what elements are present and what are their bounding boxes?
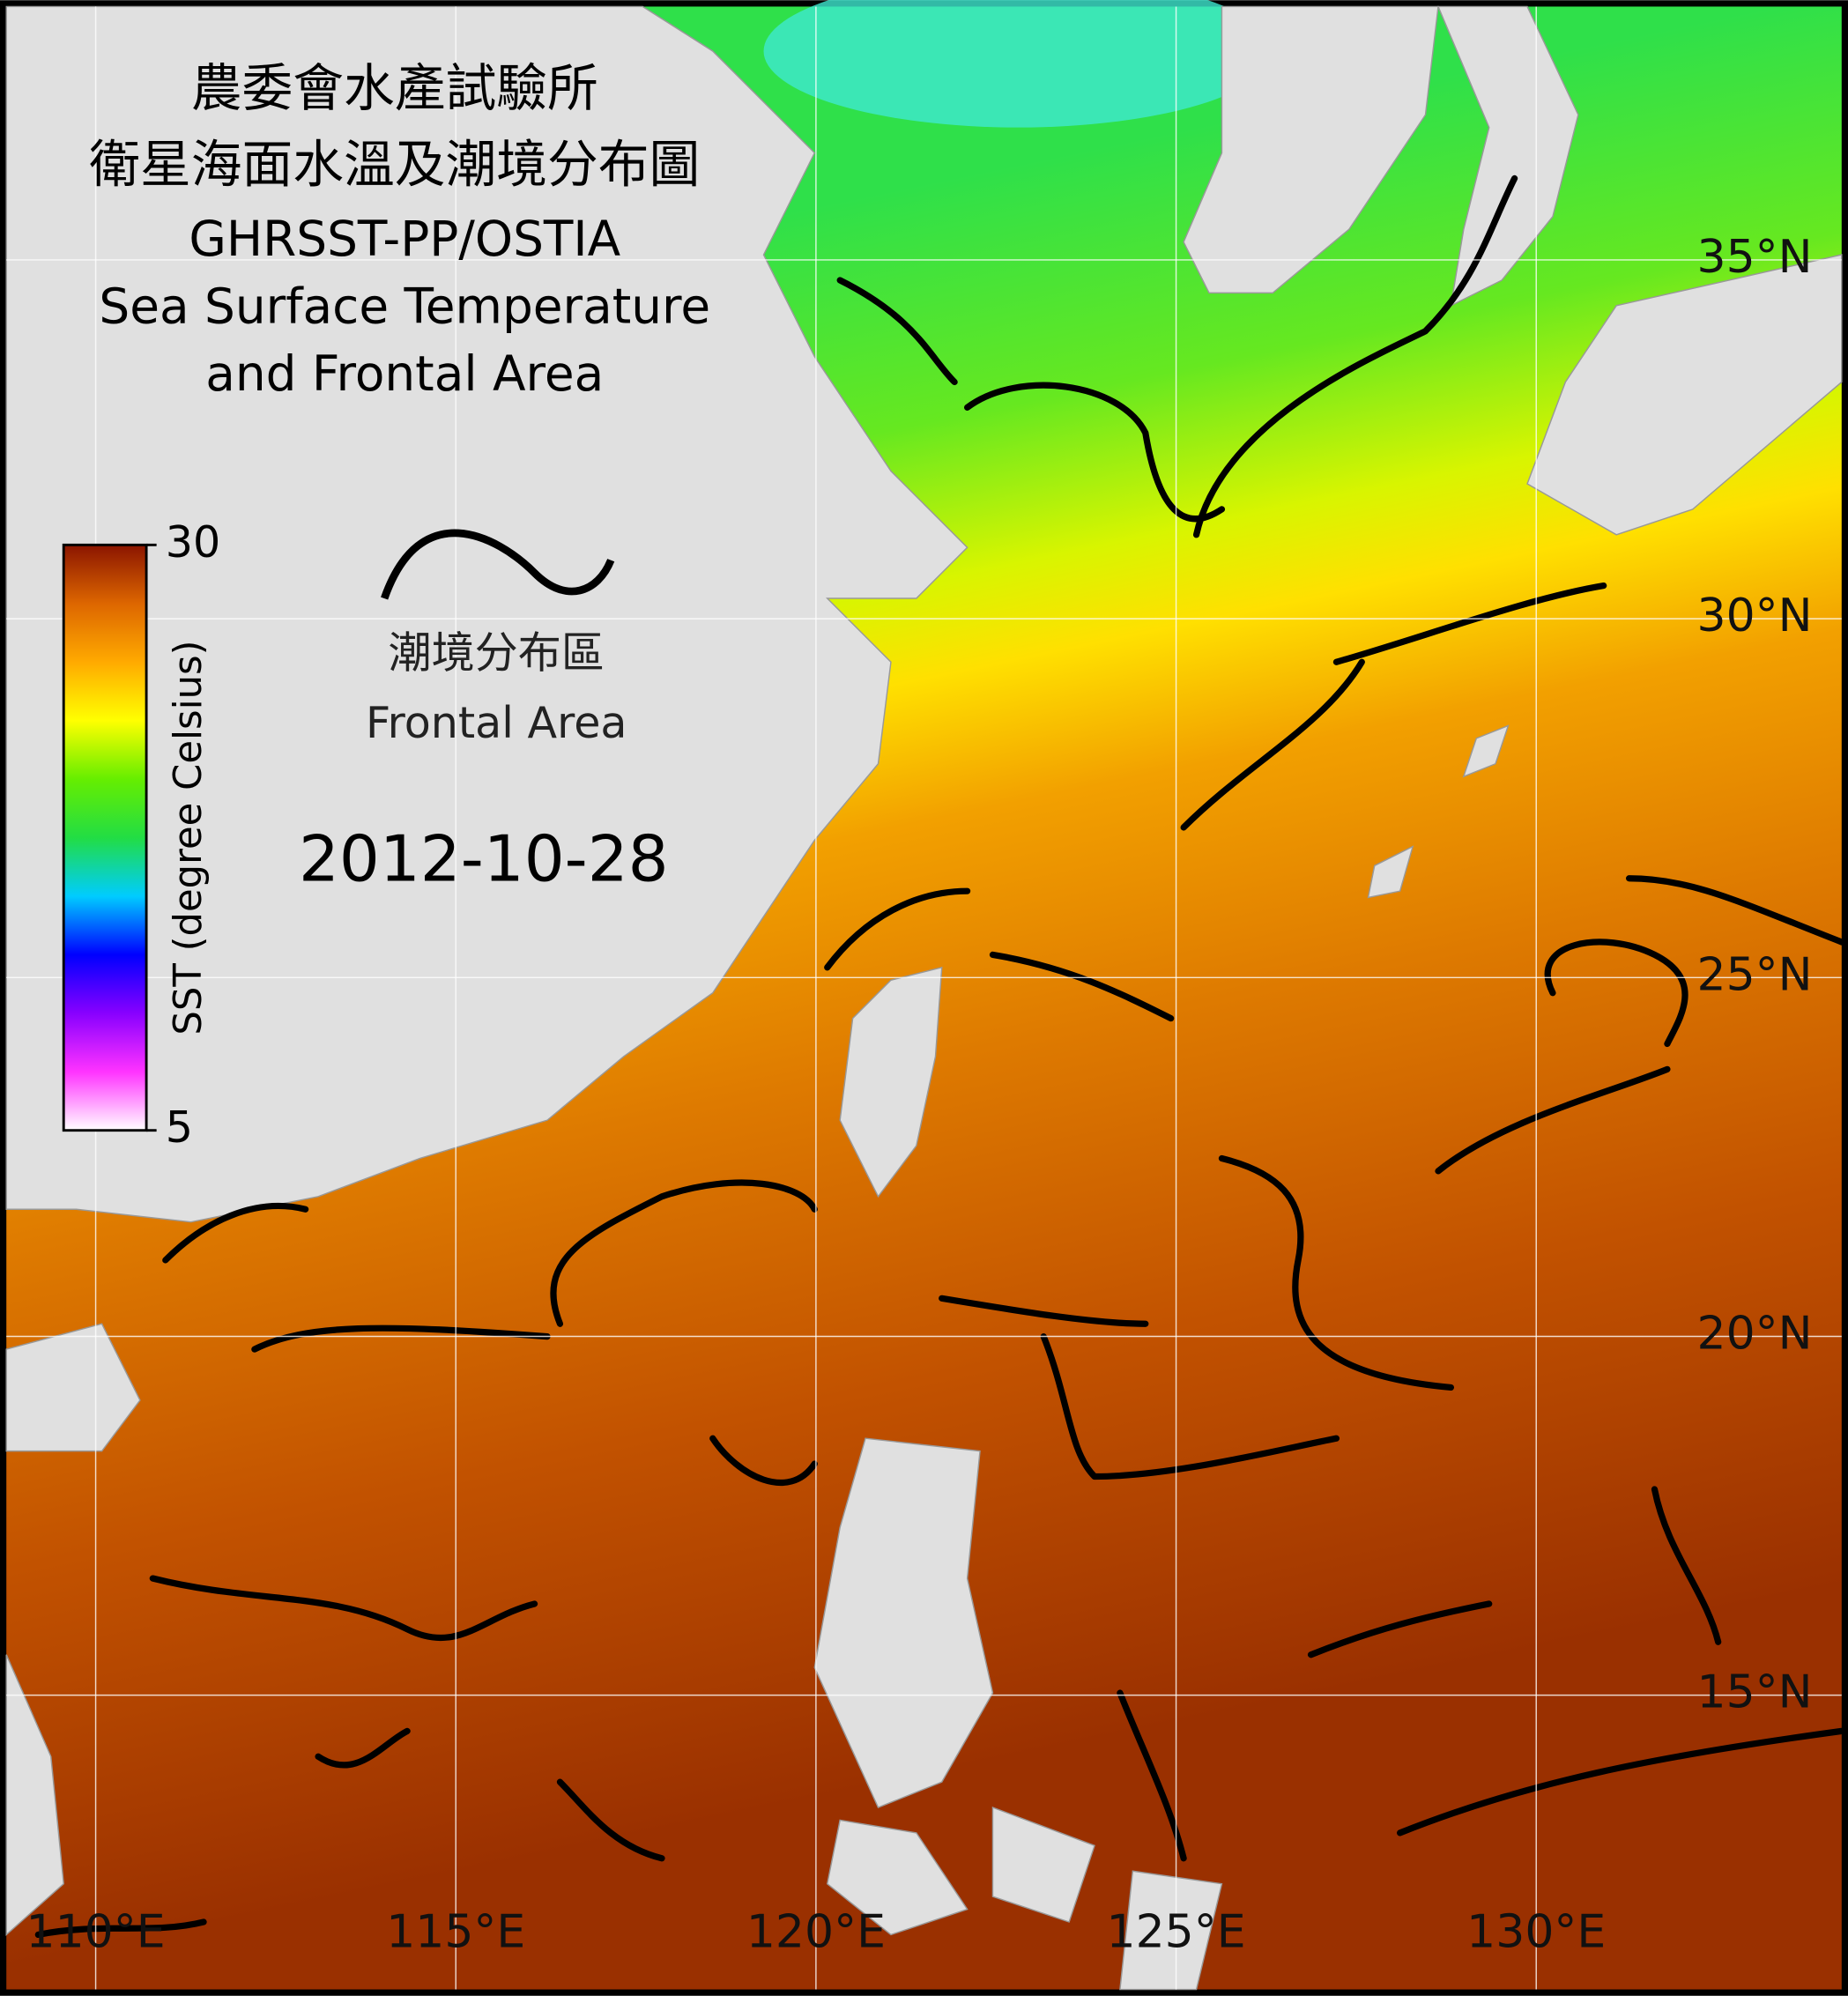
front-legend-en: Frontal Area — [366, 697, 627, 748]
front — [1040, 1333, 1340, 1480]
vietnam — [5, 1654, 64, 1937]
front — [1397, 1727, 1845, 1836]
front — [1544, 939, 1688, 1048]
lat-label: 20°N — [1697, 1307, 1813, 1360]
japan — [1526, 254, 1843, 536]
colorbar-tick-label: 30 — [166, 516, 220, 568]
front — [315, 1727, 411, 1769]
front-legend-symbol — [381, 529, 615, 600]
front-legend-zh: 潮境分布區 — [389, 627, 605, 679]
front — [963, 382, 1226, 523]
lat-label: 15°N — [1697, 1666, 1813, 1719]
lat-label: 30°N — [1697, 590, 1813, 642]
lon-label: 115°E — [386, 1905, 525, 1958]
front — [251, 1324, 551, 1353]
front — [836, 277, 958, 386]
front — [1307, 1600, 1493, 1658]
front — [824, 887, 971, 971]
colorbar-label: SST (degree Celsius) — [167, 640, 211, 1035]
luzon — [813, 1437, 994, 1808]
front — [550, 1179, 818, 1327]
shandong — [1183, 5, 1439, 294]
hainan — [5, 1323, 141, 1452]
title-line: and Frontal Area — [205, 345, 604, 402]
front — [556, 1778, 665, 1862]
front — [1625, 875, 1845, 946]
cool-water — [763, 0, 1273, 128]
lat-label: 25°N — [1697, 948, 1813, 1001]
korea — [1436, 5, 1579, 308]
front — [1180, 658, 1365, 831]
lat-label: 35°N — [1697, 231, 1813, 284]
lon-label: 120°E — [746, 1905, 886, 1958]
colorbar-tick-label: 5 — [166, 1102, 193, 1153]
front — [149, 1575, 538, 1642]
lon-label: 125°E — [1107, 1905, 1246, 1958]
taiwan — [839, 966, 943, 1198]
ryukyu — [1367, 724, 1510, 899]
front — [709, 1435, 818, 1486]
lon-label: 130°E — [1466, 1905, 1606, 1958]
colorbar — [62, 543, 148, 1132]
title: 農委會水產試驗所 衛星海面水溫及潮境分布圖 GHRSST-PP/OSTIA Se… — [89, 58, 710, 402]
front — [1435, 1065, 1671, 1175]
front — [989, 951, 1175, 1022]
front — [1117, 1689, 1187, 1862]
lon-label: 110°E — [26, 1905, 166, 1958]
land — [5, 5, 1843, 1991]
title-line: 衛星海面水溫及潮境分布圖 — [89, 134, 700, 194]
title-line: GHRSST-PP/OSTIA — [189, 211, 620, 267]
title-line: 農委會水產試驗所 — [191, 58, 598, 118]
front — [1192, 174, 1518, 538]
front — [1218, 1154, 1455, 1391]
visayas — [826, 1806, 1223, 1991]
front — [939, 1295, 1149, 1327]
date: 2012-10-28 — [299, 822, 669, 896]
title-line: Sea Surface Temperature — [99, 278, 710, 334]
front — [1651, 1486, 1722, 1645]
fronts — [34, 174, 1845, 1939]
front — [34, 1918, 207, 1939]
front — [162, 1203, 309, 1264]
